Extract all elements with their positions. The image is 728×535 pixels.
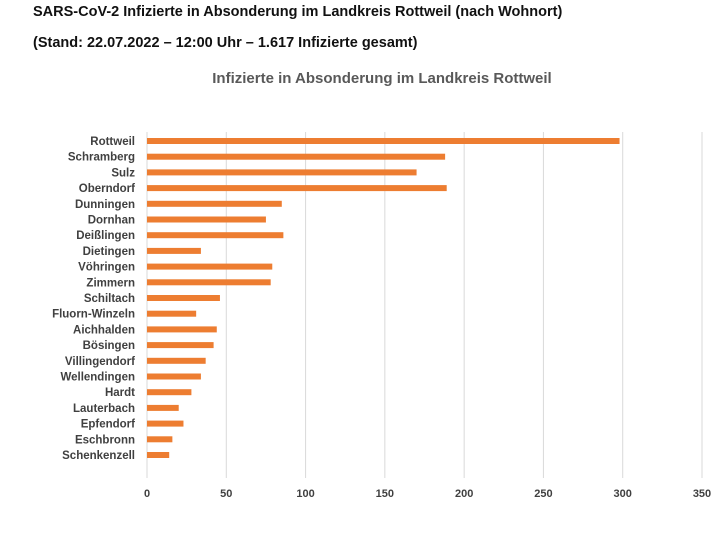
category-label: Zimmern <box>86 277 135 289</box>
bar-deißlingen <box>147 232 284 239</box>
bar-dunningen <box>147 200 282 207</box>
category-label: Bösingen <box>83 340 135 352</box>
category-label: Oberndorf <box>79 183 135 195</box>
category-label: Schramberg <box>68 152 135 164</box>
x-tick-label: 350 <box>693 488 711 500</box>
grid-lines <box>146 132 703 478</box>
category-label: Dornhan <box>88 215 135 227</box>
bar-wellendingen <box>147 373 201 380</box>
bar-vöhringen <box>147 263 273 270</box>
bar-schenkenzell <box>147 452 170 458</box>
category-label: Aichhalden <box>73 324 135 336</box>
category-label: Fluorn-Winzeln <box>52 309 135 321</box>
category-label: Eschbronn <box>75 434 135 446</box>
bar-dornhan <box>147 216 266 223</box>
bar-schramberg <box>147 153 446 160</box>
document-subtitle: (Stand: 22.07.2022 – 12:00 Uhr – 1.617 I… <box>33 35 418 51</box>
bar-schiltach <box>147 295 220 301</box>
bar-bösingen <box>147 342 214 349</box>
bar-fluorn-winzeln <box>147 310 197 317</box>
bar-sulz <box>147 169 417 176</box>
category-label: Schenkenzell <box>62 450 135 462</box>
x-tick-label: 300 <box>614 488 632 500</box>
category-label: Hardt <box>105 387 135 399</box>
category-labels: Rottweil Schramberg Sulz Oberndorf Dunningen… <box>52 136 135 462</box>
category-label: Wellendingen <box>60 372 135 384</box>
x-tick-label: 50 <box>220 488 232 500</box>
category-label: Villingendorf <box>65 356 135 368</box>
x-tick-label: 150 <box>376 488 394 500</box>
bar-oberndorf <box>147 185 447 192</box>
category-label: Vöhringen <box>78 262 135 274</box>
bar-hardt <box>147 389 192 396</box>
chart-title: Infizierte in Absonderung im Landkreis R… <box>212 70 551 87</box>
x-tick-label: 250 <box>534 488 552 500</box>
x-tick-label: 200 <box>455 488 473 500</box>
category-label: Deißlingen <box>76 230 135 242</box>
bar-zimmern <box>147 279 271 286</box>
x-tick-label: 0 <box>144 488 150 500</box>
bars <box>147 138 620 458</box>
bar-eschbronn <box>147 436 173 443</box>
category-label: Rottweil <box>90 136 135 148</box>
bar-dietingen <box>147 247 201 254</box>
category-label: Lauterbach <box>73 403 135 415</box>
bar-villingendorf <box>147 357 206 364</box>
bar-rottweil <box>147 138 620 144</box>
x-axis-tick-labels: 0 50 100 150 200 250 300 350 <box>144 488 711 500</box>
document-title: SARS-CoV-2 Infizierte in Absonderung im … <box>33 4 563 20</box>
category-label: Schiltach <box>84 293 135 305</box>
bar-lauterbach <box>147 404 179 411</box>
category-label: Sulz <box>111 167 135 179</box>
category-label: Dunningen <box>75 199 135 211</box>
x-tick-label: 100 <box>296 488 314 500</box>
category-label: Dietingen <box>83 246 135 258</box>
category-label: Epfendorf <box>81 419 135 431</box>
bar-epfendorf <box>147 420 184 427</box>
bar-aichhalden <box>147 326 217 333</box>
